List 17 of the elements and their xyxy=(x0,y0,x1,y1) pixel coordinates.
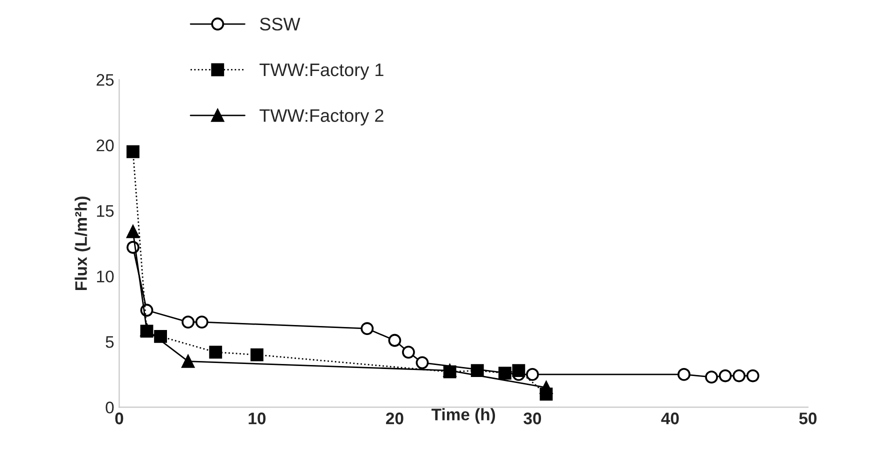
x-tick-label: 10 xyxy=(248,412,266,424)
y-tick-label: 20 xyxy=(96,140,114,152)
x-tick-label: 20 xyxy=(386,412,404,424)
y-tick-label: 0 xyxy=(106,402,114,414)
y-axis-title: Flux (L/m²h) xyxy=(74,196,90,290)
legend-label: TWW:Factory 2 xyxy=(260,109,384,126)
legend-label: SSW xyxy=(260,18,300,31)
legend-label: TWW:Factory 1 xyxy=(260,64,384,80)
x-tick-label: 40 xyxy=(661,412,679,424)
x-axis-title: Time (h) xyxy=(432,408,496,424)
y-tick-label: 5 xyxy=(106,336,114,348)
x-tick-label: 50 xyxy=(799,412,817,424)
x-tick-label: 0 xyxy=(115,412,124,424)
y-tick-label: 10 xyxy=(97,270,114,282)
x-tick-label: 30 xyxy=(524,412,542,424)
y-tick-label: 25 xyxy=(96,74,114,86)
y-tick-label: 15 xyxy=(97,205,114,217)
